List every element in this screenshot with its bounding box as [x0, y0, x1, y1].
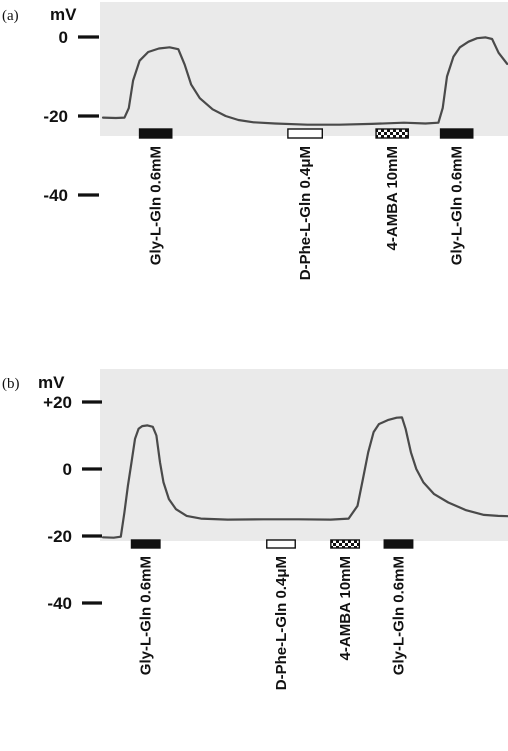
application-label: 4-AMBA 10mM: [337, 556, 354, 660]
panel-a-label: (a): [2, 8, 19, 24]
panel-b-applications: Gly-L-Gln 0.6mM D-Phe-L-Gln 0.4μM 4-AMBA 1…: [130, 539, 414, 690]
application-label: Gly-L-Gln 0.6mM: [390, 556, 407, 675]
application-bar-open: [266, 539, 296, 549]
y-tick-label: -40: [43, 186, 68, 205]
application-bar-solid: [138, 128, 173, 139]
panel-a-voltage-trace: [101, 36, 508, 126]
panel-a-y-axis: 0 -20 -40: [43, 28, 99, 205]
panel-b-background: [100, 369, 508, 541]
panel-b-label: (b): [2, 376, 20, 392]
application-bar-solid: [130, 539, 161, 549]
panel-a: (a) mV 0 -20 -40 Gly-L-Gln 0.6mM D-Phe-L-Gl…: [2, 2, 508, 280]
panel-a-background: [100, 2, 508, 136]
panel-a-unit-label: mV: [50, 5, 77, 24]
y-tick-label: -20: [47, 527, 72, 546]
y-tick-label: -40: [47, 594, 72, 613]
y-tick-label: -20: [43, 107, 68, 126]
application-label: Gly-L-Gln 0.6mM: [138, 556, 155, 675]
panel-b: (b) mV +20 0 -20 -40 Gly-L-Gln 0.6mM D-Phe-L…: [2, 369, 508, 690]
application-bar-checkered: [375, 128, 409, 139]
y-tick-label: 0: [63, 460, 72, 479]
application-label: Gly-L-Gln 0.6mM: [449, 146, 466, 265]
application-label: 4-AMBA 10mM: [384, 146, 401, 250]
application-label: Gly-L-Gln 0.6mM: [148, 146, 165, 265]
panel-b-voltage-trace: [101, 416, 508, 539]
y-tick-label: 0: [59, 28, 68, 47]
panel-b-y-axis: +20 0 -20 -40: [43, 393, 102, 613]
application-label: D-Phe-L-Gln 0.4μM: [273, 556, 290, 690]
application-bar-open: [287, 128, 323, 139]
application-label: D-Phe-L-Gln 0.4μM: [297, 146, 314, 280]
application-bar-solid: [383, 539, 414, 549]
panel-a-applications: Gly-L-Gln 0.6mM D-Phe-L-Gln 0.4μM 4-AMBA 1…: [138, 128, 474, 280]
y-tick-label: +20: [43, 393, 72, 412]
application-bar-solid: [439, 128, 474, 139]
panel-b-unit-label: mV: [38, 373, 65, 392]
application-bar-checkered: [330, 539, 361, 549]
